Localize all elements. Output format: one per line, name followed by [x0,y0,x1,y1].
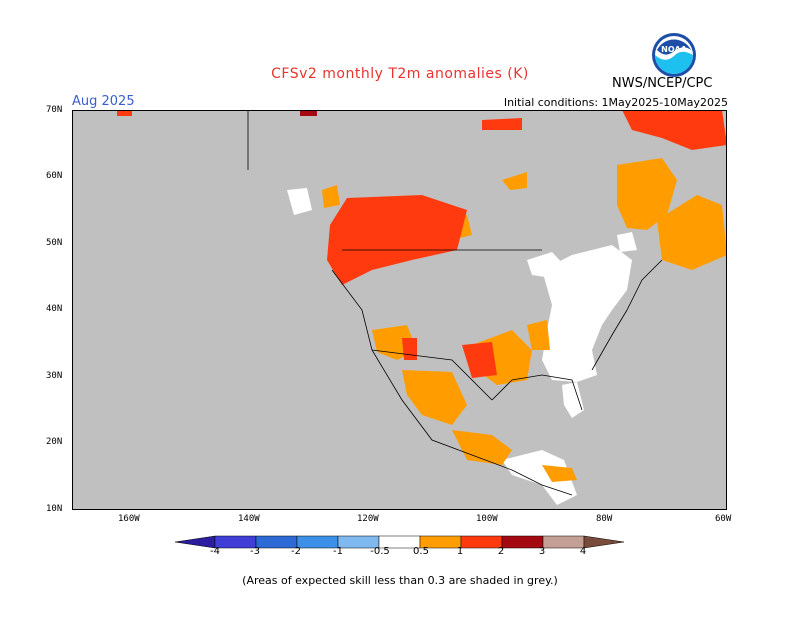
colorbar-arrow-right [583,535,625,549]
lon-tick: 160W [118,514,140,524]
lon-tick: 80W [596,514,613,524]
anomaly-area-central-america [542,465,577,482]
lat-tick: 60N [46,171,63,181]
category-3-areas [300,110,317,116]
lat-tick: 50N [46,238,63,248]
colorbar-label: -2 [291,546,301,557]
colorbar-label: 0.5 [413,546,429,557]
colorbar-segment [542,535,585,549]
gulf-coastline [491,374,583,411]
anomaly-area-new-mexico [402,338,417,360]
anomaly-area-nw-mexico [402,370,467,425]
colorbar [174,534,627,553]
colorbar-segment [460,535,503,549]
colorbar-label: 4 [579,546,587,557]
anomaly-map [72,110,727,514]
boundaries [247,110,663,496]
anomaly-area-southern-mexico [452,430,512,465]
colorbar-label: 3 [538,546,546,557]
anomaly-area-maritimes [657,195,727,270]
category-0.5-areas [322,158,727,482]
map-title: CFSv2 monthly T2m anomalies (K) [271,66,529,82]
anomaly-area-siberia [117,110,132,116]
colorbar-label: -3 [250,546,260,557]
colorbar-segment [296,535,339,549]
anomaly-area-bc-white [287,188,312,215]
colorbar-segment [501,535,544,549]
us-mexico-border [371,349,493,401]
anomaly-area-quebec [617,158,677,230]
anomaly-area-arctic [482,118,522,130]
logo-lettering: NOAA [661,45,687,54]
anomaly-area-quebec-small [617,232,637,252]
lat-tick: 70N [46,105,63,115]
colorbar-label: -0.5 [370,546,390,557]
colorbar-label: -1 [333,546,343,557]
colorbar-arrow-left [174,535,216,549]
anomaly-area-hudson [502,172,527,190]
lat-tick: 10N [46,504,63,514]
anomaly-area-central-texas [462,342,497,378]
forecast-month: Aug 2025 [72,94,135,109]
colorbar-label: 2 [497,546,505,557]
agency-label: NWS/NCEP/CPC [612,76,713,91]
near-normal-areas [287,188,637,505]
lat-tick: 30N [46,371,63,381]
lat-tick: 40N [46,304,63,314]
colorbar-label: 1 [456,546,464,557]
noaa-logo: NOAA [651,32,697,82]
anomaly-area-eastern-us [542,245,632,382]
anomaly-area-pacific-northwest [327,195,467,285]
lat-tick: 20N [46,437,63,447]
lon-tick: 120W [357,514,379,524]
lon-tick: 100W [476,514,498,524]
pacific-coastline [331,269,573,496]
anomaly-area-beaufort [300,110,317,116]
anomaly-area-lower-mississippi [527,320,550,350]
map-frame [72,110,727,510]
lon-tick: 140W [238,514,260,524]
anomaly-area-bc-orange [322,185,340,208]
anomaly-area-hudson-strait [622,110,727,150]
anomaly-area-florida [562,382,584,418]
lon-tick: 60W [715,514,732,524]
anomaly-area-central-america-white [502,450,577,505]
anomaly-area-great-lakes [527,252,567,278]
colorbar-label: -4 [210,546,220,557]
footnote: (Areas of expected skill less than 0.3 a… [242,574,558,587]
initial-conditions: Initial conditions: 1May2025-10May2025 [503,96,728,109]
atlantic-coastline [591,259,663,371]
category-2-areas [117,110,727,378]
